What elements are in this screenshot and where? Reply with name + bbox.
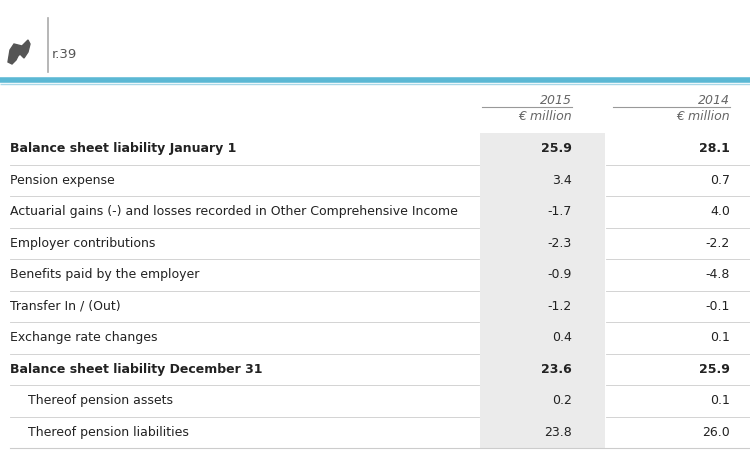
Text: 23.6: 23.6 [542, 363, 572, 376]
Text: 28.1: 28.1 [699, 142, 730, 155]
Text: Pension expense: Pension expense [10, 174, 115, 187]
Text: 0.7: 0.7 [710, 174, 730, 187]
Text: 23.8: 23.8 [544, 426, 572, 439]
Text: -1.7: -1.7 [548, 205, 572, 218]
Bar [480, 228, 605, 259]
Bar [480, 133, 605, 165]
Text: Thereof pension assets: Thereof pension assets [28, 394, 173, 407]
Bar [480, 196, 605, 228]
Text: 2015: 2015 [540, 94, 572, 107]
Text: Employer contributions: Employer contributions [10, 237, 155, 250]
Text: 0.1: 0.1 [710, 394, 730, 407]
Bar [480, 417, 605, 448]
Text: 2014: 2014 [698, 94, 730, 107]
Text: 25.9: 25.9 [699, 363, 730, 376]
Text: 0.4: 0.4 [552, 331, 572, 344]
Text: -2.2: -2.2 [706, 237, 730, 250]
Bar [480, 322, 605, 354]
Bar [480, 354, 605, 385]
Text: 25.9: 25.9 [542, 142, 572, 155]
Text: -1.2: -1.2 [548, 300, 572, 313]
Bar [480, 259, 605, 291]
Text: Actuarial gains (-) and losses recorded in Other Comprehensive Income: Actuarial gains (-) and losses recorded … [10, 205, 458, 218]
Text: Transfer In / (Out): Transfer In / (Out) [10, 300, 121, 313]
Bar [480, 165, 605, 196]
Text: -0.1: -0.1 [706, 300, 730, 313]
Bar [480, 291, 605, 322]
Text: Balance sheet liability January 1: Balance sheet liability January 1 [10, 142, 236, 155]
Text: € million: € million [518, 111, 572, 123]
Text: r.39: r.39 [52, 48, 77, 60]
Text: 3.4: 3.4 [552, 174, 572, 187]
Bar [480, 385, 605, 417]
Text: 26.0: 26.0 [702, 426, 730, 439]
Text: Thereof pension liabilities: Thereof pension liabilities [28, 426, 189, 439]
Text: 0.1: 0.1 [710, 331, 730, 344]
Text: Balance sheet liability December 31: Balance sheet liability December 31 [10, 363, 262, 376]
Text: Benefits paid by the employer: Benefits paid by the employer [10, 268, 200, 281]
Text: 4.0: 4.0 [710, 205, 730, 218]
Text: € million: € million [676, 111, 730, 123]
Text: Exchange rate changes: Exchange rate changes [10, 331, 157, 344]
Text: 0.2: 0.2 [552, 394, 572, 407]
Polygon shape [8, 40, 30, 64]
Text: -4.8: -4.8 [706, 268, 730, 281]
Text: -2.3: -2.3 [548, 237, 572, 250]
Text: -0.9: -0.9 [548, 268, 572, 281]
